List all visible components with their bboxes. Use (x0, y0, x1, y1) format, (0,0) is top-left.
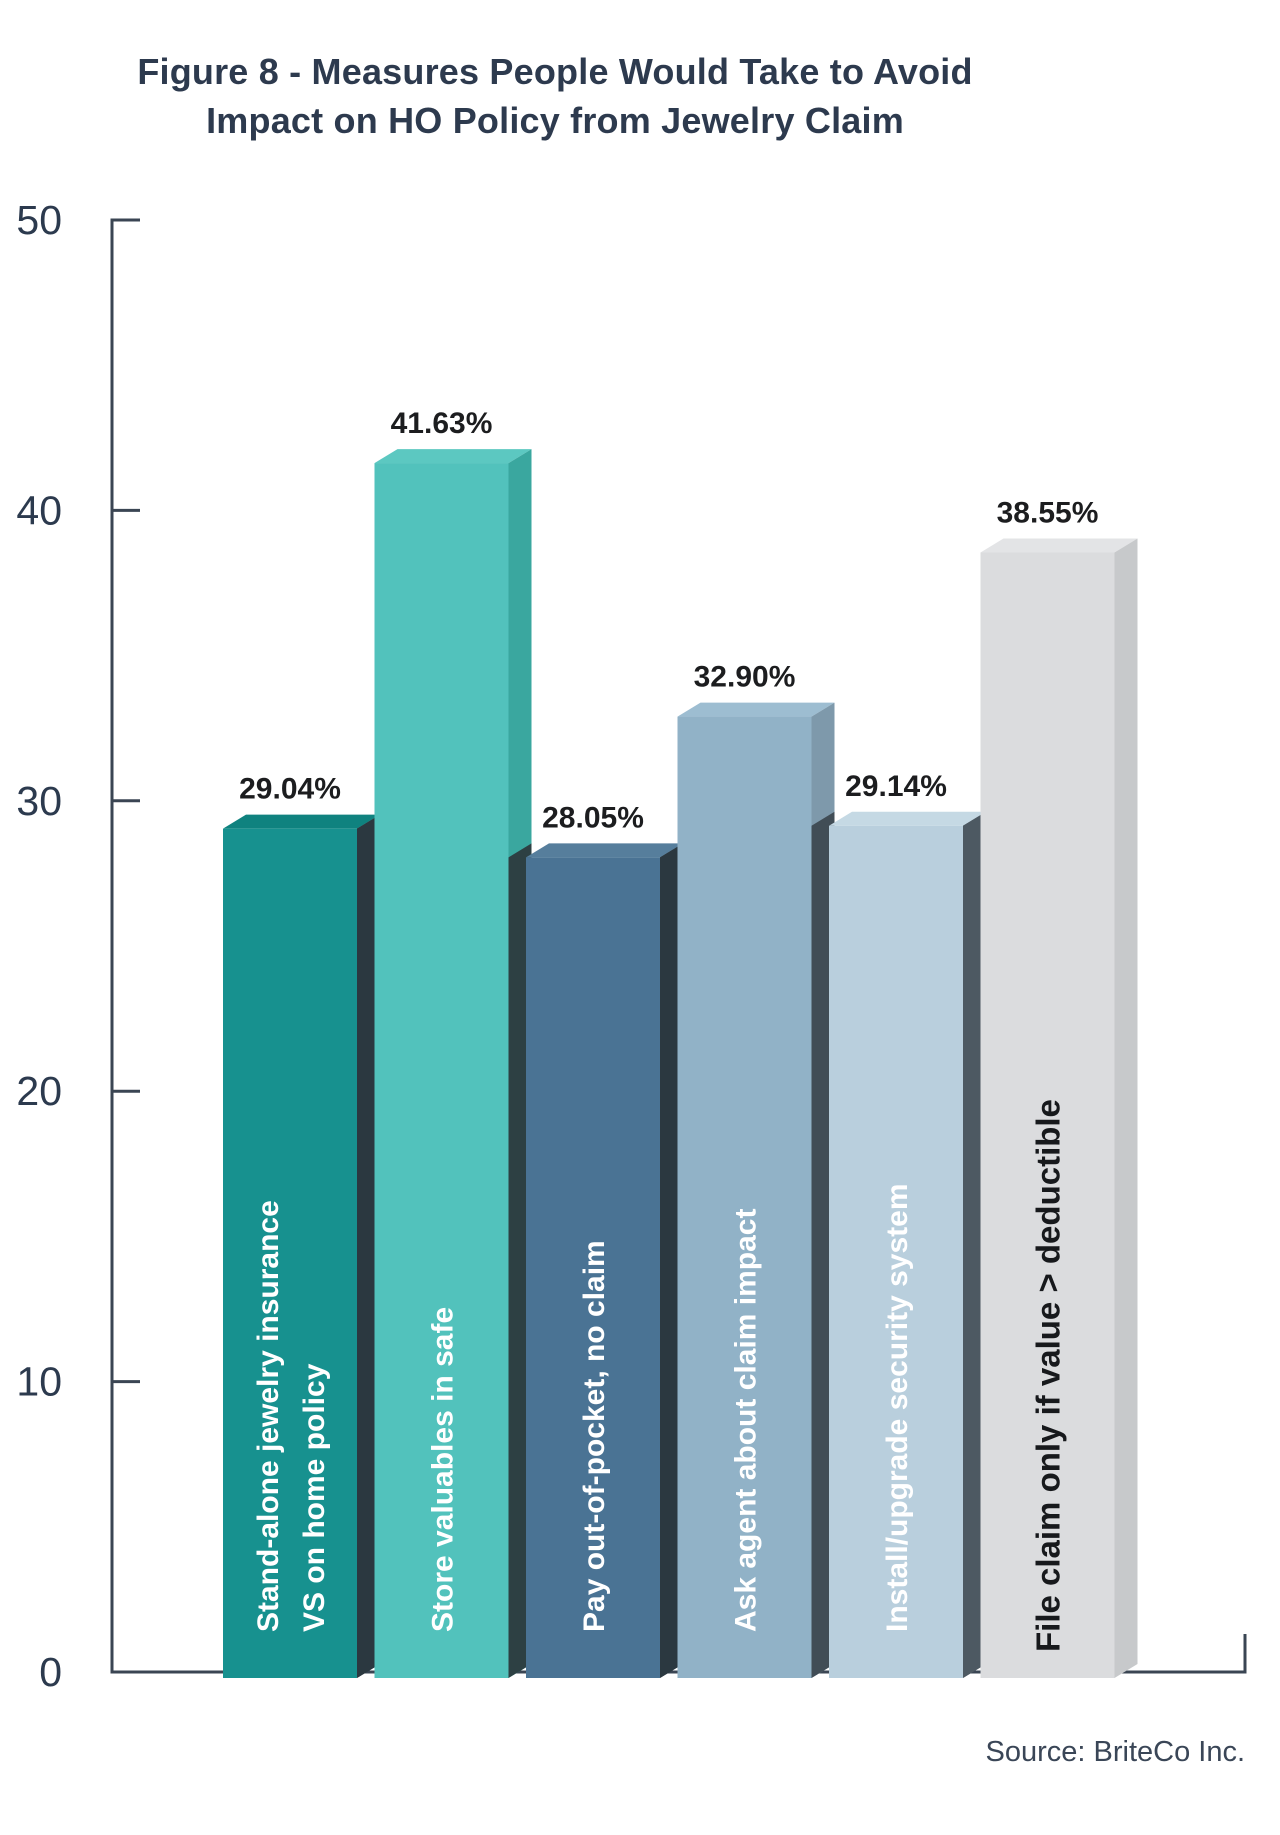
bar-2-front-face (374, 463, 509, 1678)
bar-1-label-line1: Stand-alone jewelry insurance (252, 1200, 285, 1632)
bar-4-side-shadow (811, 811, 835, 1678)
y-tick-label-0: 0 (39, 1649, 62, 1695)
y-tick-label-30: 30 (16, 778, 62, 824)
bar-6-top-face (980, 538, 1138, 553)
bar-6-front-face (980, 552, 1115, 1678)
bar-4-top-face (677, 702, 835, 717)
bar-5-top-face (829, 811, 986, 826)
bar-2-value-label: 41.63% (391, 407, 493, 440)
y-tick-label-20: 20 (16, 1068, 62, 1114)
bar-5-front-face (829, 825, 963, 1678)
bar-2-side-shadow (508, 843, 532, 1678)
bar-1-top-face (223, 814, 380, 829)
y-tick-label-50: 50 (16, 197, 62, 243)
bar-4-value-label: 32.90% (694, 661, 796, 694)
chart-title-line1: Figure 8 - Measures People Would Take to… (137, 51, 973, 92)
bar-5-value-label: 29.14% (845, 770, 947, 803)
bar-5-label: Install/upgrade security system (881, 1183, 914, 1632)
bar-6-value-label: 38.55% (997, 497, 1099, 530)
chart-title-line2: Impact on HO Policy from Jewelry Claim (206, 100, 904, 141)
axis (110, 218, 1247, 1674)
y-tick-label-10: 10 (16, 1359, 62, 1405)
bar-5-side-shadow (963, 811, 986, 1678)
bar-2-top-face (374, 449, 532, 464)
bar-3-front-face (526, 857, 660, 1678)
source-note: Source: BriteCo Inc. (985, 1736, 1246, 1768)
chart-title: Figure 8 - Measures People Would Take to… (0, 47, 1110, 145)
bar-3-value-label: 28.05% (542, 801, 644, 834)
bar-4-front-face (677, 716, 812, 1678)
bar-3-side-shadow (660, 843, 683, 1678)
bar-1-front-face (223, 828, 357, 1678)
y-tick-label-40: 40 (16, 487, 62, 533)
bar-4-label: Ask agent about claim impact (730, 1209, 763, 1632)
bar-1-value-label: 29.04% (239, 773, 341, 806)
bar-2-label: Store valuables in safe (427, 1307, 460, 1632)
bar-1-side-shadow (357, 814, 380, 1678)
bar-1-label-line2: VS on home policy (298, 1363, 331, 1632)
bar-6-label: File claim only if value > deductible (1030, 1099, 1067, 1652)
bar-3-label: Pay out-of-pocket, no claim (578, 1240, 611, 1632)
bar-6-side-face (1114, 538, 1138, 1678)
bar-3-top-face (526, 843, 683, 858)
